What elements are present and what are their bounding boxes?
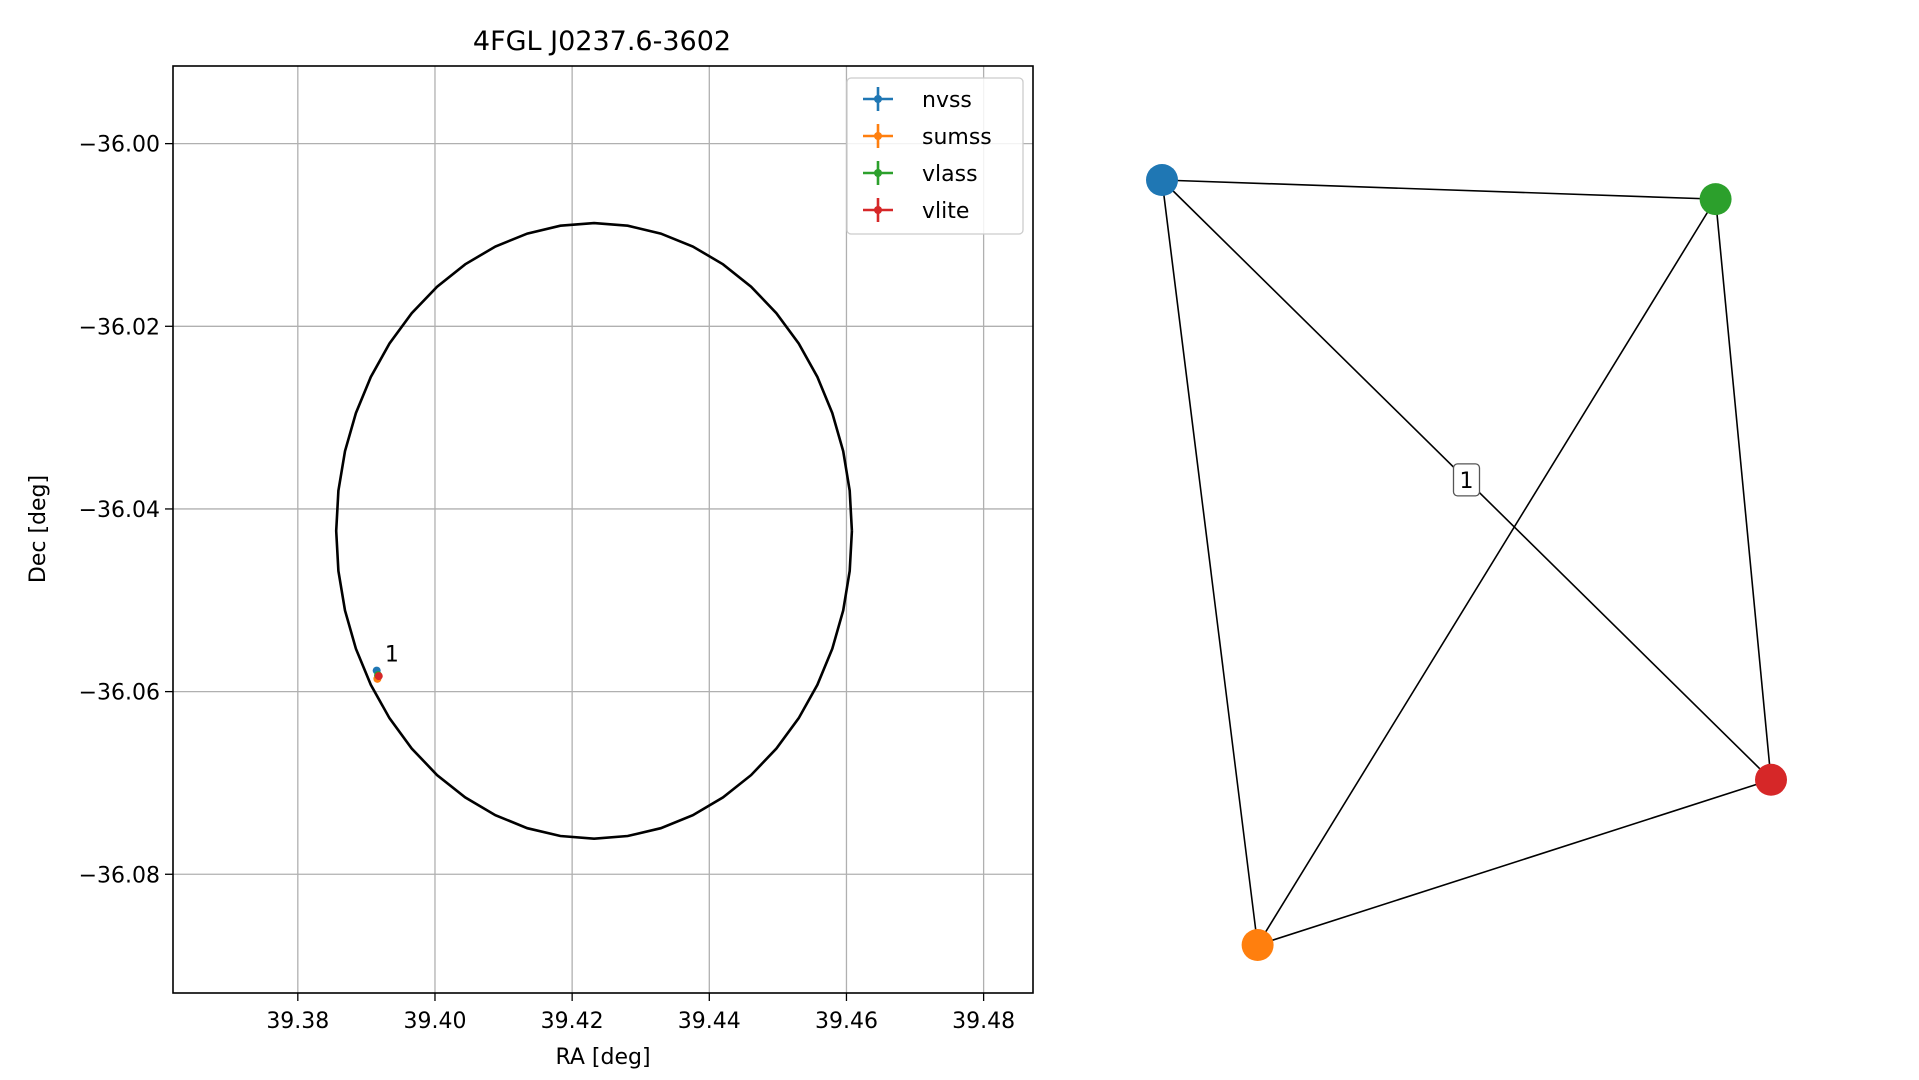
x-tick-label: 39.42 <box>541 1009 604 1034</box>
x-axis-label: RA [deg] <box>555 1045 650 1070</box>
graph-edges-layer <box>1161 179 1772 946</box>
legend-box <box>846 77 1024 235</box>
graph-edge-label-layer: 1 <box>1452 463 1481 497</box>
node-vlass <box>1699 183 1732 216</box>
edge-sumss-vlite <box>1257 778 1772 946</box>
x-tick-label: 39.40 <box>403 1009 466 1034</box>
x-tick-label: 39.48 <box>952 1009 1015 1034</box>
localization-ellipse <box>334 221 854 841</box>
edge-label: 1 <box>1460 469 1474 494</box>
y-tick-label: −36.04 <box>79 498 160 523</box>
graph-nodes-layer <box>1146 164 1787 961</box>
legend-marker-sumss <box>874 132 882 140</box>
plot-frame <box>172 65 1034 994</box>
legend-entry-sumss: sumss <box>863 124 992 150</box>
edge-vlass-vlite <box>1714 199 1772 780</box>
legend-label-nvss: nvss <box>922 88 972 113</box>
node-nvss <box>1146 164 1178 196</box>
legend-label-sumss: sumss <box>922 125 992 150</box>
annotation-layer: 1 <box>385 642 399 667</box>
y-tick-label: −36.00 <box>79 133 160 158</box>
y-tick-label: −36.06 <box>79 681 160 706</box>
legend: nvss sumss vlass vlite <box>846 77 1024 235</box>
position-plot: 4FGL J0237.6-3602 1 39.38 39.40 39.42 39.44… <box>26 26 1034 1070</box>
legend-label-vlass: vlass <box>922 162 978 187</box>
y-axis-label: Dec [deg] <box>26 475 51 583</box>
legend-entry-vlass: vlass <box>863 161 978 187</box>
node-sumss <box>1241 929 1274 961</box>
y-tick-label: −36.08 <box>79 863 160 888</box>
x-tick-label: 39.44 <box>678 1009 741 1034</box>
x-tick-label: 39.38 <box>266 1009 329 1034</box>
x-axis-ticks: 39.38 39.40 39.42 39.44 39.46 39.48 <box>266 993 1015 1034</box>
point-vlite <box>374 672 383 681</box>
legend-marker-vlass <box>874 169 882 177</box>
y-axis-ticks: −36.00 −36.02 −36.04 −36.06 −36.08 <box>79 133 173 888</box>
x-tick-label: 39.46 <box>815 1009 878 1034</box>
legend-entry-vlite: vlite <box>863 198 969 224</box>
association-graph: 1 <box>1146 164 1787 961</box>
edge-nvss-vlass <box>1161 179 1716 200</box>
edge-label-box <box>1452 463 1481 497</box>
edge-nvss-sumss <box>1161 179 1259 946</box>
chart-title: 4FGL J0237.6-3602 <box>473 26 731 57</box>
localization-ellipse-layer <box>334 221 854 841</box>
legend-marker-nvss <box>874 95 882 103</box>
node-vlite <box>1755 763 1787 796</box>
marker-vlite <box>374 672 383 681</box>
legend-marker-vlite <box>874 206 882 214</box>
point-annotation: 1 <box>385 642 399 667</box>
legend-label-vlite: vlite <box>922 199 969 224</box>
source-points-layer <box>372 666 383 683</box>
y-tick-label: −36.02 <box>79 315 160 340</box>
edge-vlass-sumss <box>1256 198 1717 946</box>
legend-entry-nvss: nvss <box>863 87 972 113</box>
